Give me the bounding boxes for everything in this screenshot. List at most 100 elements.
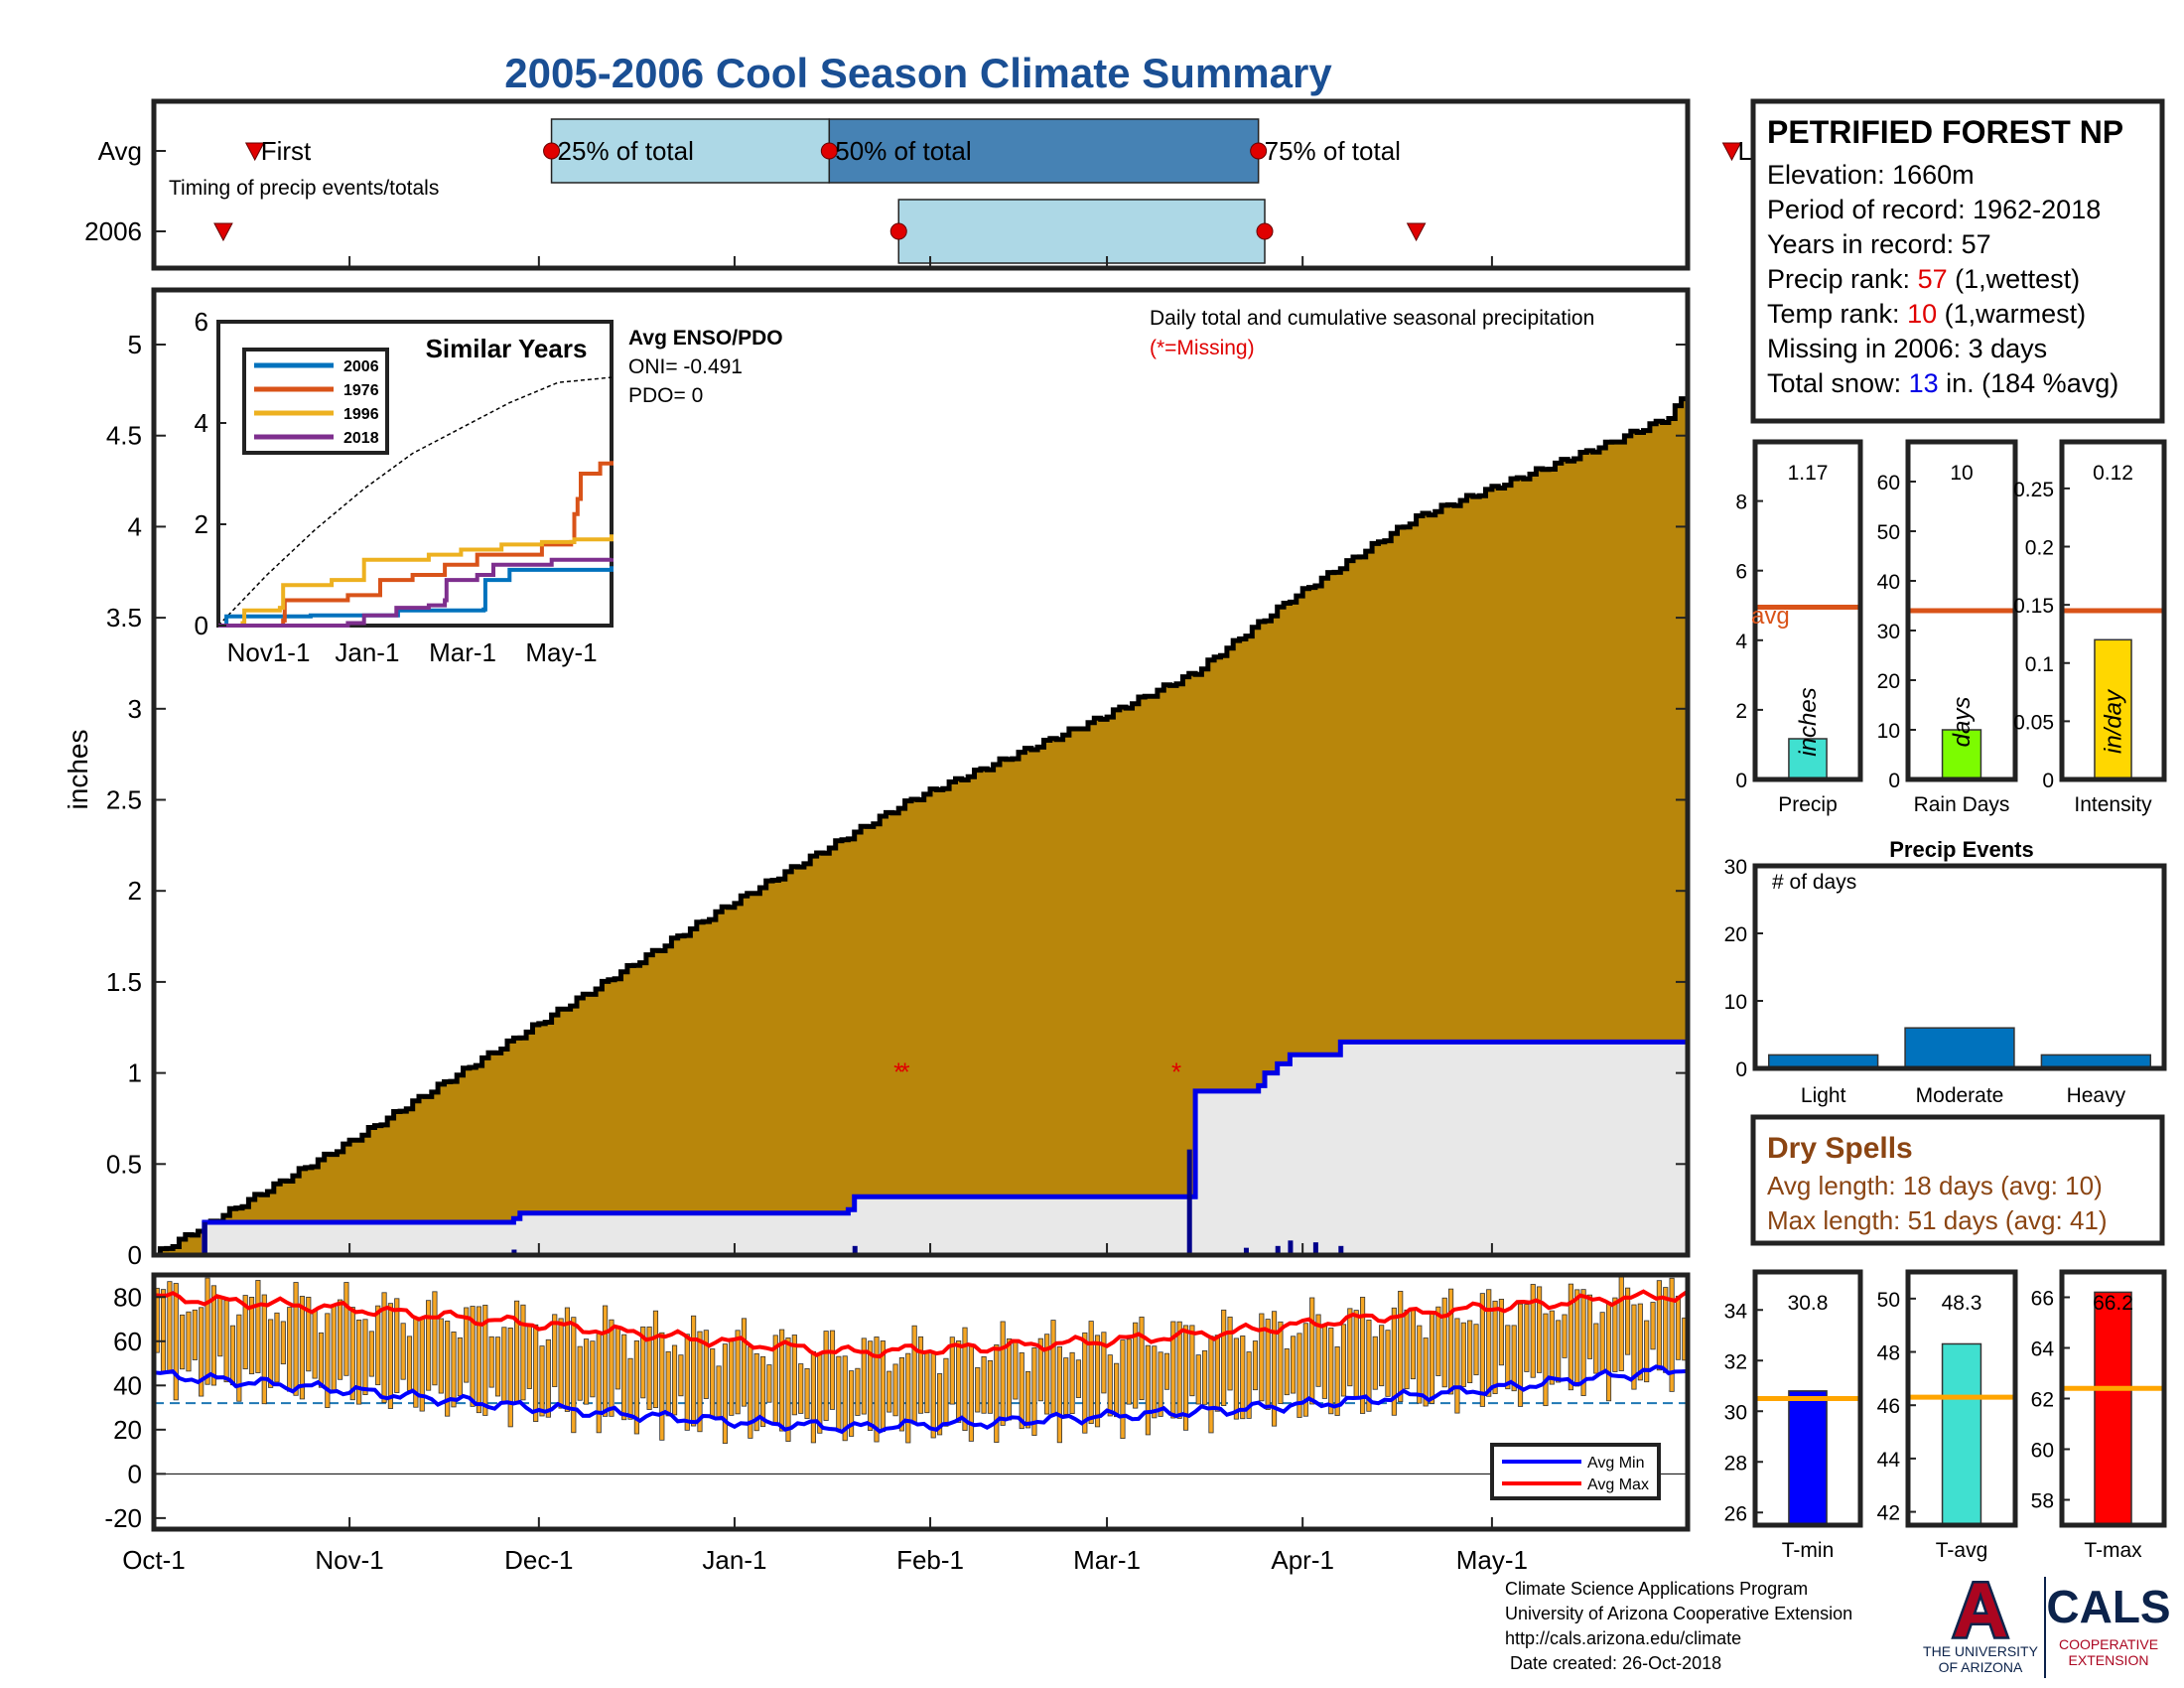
- daily-temp-bar: [1315, 1314, 1321, 1387]
- main-ytick-label: 3: [128, 694, 142, 724]
- daily-temp-bar: [1202, 1349, 1208, 1405]
- daily-temp-bar: [299, 1296, 305, 1400]
- precip-ytick-label: 2: [1735, 700, 1747, 723]
- daily-temp-bar: [1353, 1310, 1359, 1399]
- avg-last-marker: [1721, 142, 1742, 162]
- date-xtick-label: Dec-1: [504, 1545, 573, 1575]
- daily-temp-bar: [1656, 1280, 1662, 1371]
- daily-temp-bar: [1271, 1311, 1278, 1427]
- daily-temp-bar: [1517, 1303, 1524, 1407]
- rain_days-ytick-label: 20: [1877, 670, 1900, 693]
- temp-ytick-label: 60: [113, 1327, 142, 1356]
- season-25-marker: [889, 222, 907, 240]
- daily-temp-bar: [1069, 1351, 1075, 1415]
- daily-temp-bar: [665, 1350, 671, 1417]
- daily-temp-bar: [596, 1332, 602, 1434]
- timing-row-label: 2006: [84, 216, 142, 246]
- station-precip-rank: Precip rank: 57 (1,wettest): [1767, 264, 2080, 294]
- daily-temp-bar: [697, 1331, 703, 1433]
- station-elevation: Elevation: 1660m: [1767, 160, 1975, 190]
- daily-temp-bar: [855, 1367, 861, 1416]
- daily-temp-bar: [652, 1310, 659, 1409]
- tmax-ytick-label: 58: [2031, 1490, 2054, 1513]
- season-first-marker: [213, 222, 233, 242]
- tmax-bar: [2094, 1291, 2132, 1526]
- daily-temp-bar: [160, 1289, 167, 1373]
- legend-avg-min-label: Avg Min: [1587, 1455, 1645, 1472]
- tmin-ytick-label: 28: [1724, 1452, 1747, 1475]
- daily-temp-bar: [180, 1314, 186, 1370]
- daily-temp-bar: [236, 1314, 242, 1402]
- daily-temp-bar: [248, 1297, 255, 1375]
- daily-temp-bar: [1088, 1321, 1094, 1425]
- main-ytick-label: 1.5: [106, 967, 142, 997]
- daily-temp-bar: [898, 1356, 905, 1432]
- inset-ytick-label: 4: [195, 408, 208, 438]
- daily-temp-bar: [476, 1306, 482, 1414]
- daily-temp-bar: [1417, 1325, 1423, 1404]
- daily-temp-bar: [1246, 1351, 1252, 1419]
- daily-temp-bar: [520, 1304, 526, 1401]
- main-ytick-label: 1: [128, 1058, 142, 1088]
- daily-temp-bar: [1214, 1335, 1220, 1412]
- avg-first-marker: [244, 142, 265, 162]
- avg-marker-label: 50% of total: [835, 136, 971, 166]
- missing-day-marker: *: [1171, 1057, 1181, 1087]
- main-ytick-label: 4: [128, 511, 142, 541]
- daily-temp-bar: [1347, 1308, 1353, 1387]
- daily-temp-bar: [1126, 1338, 1132, 1405]
- tmax-xlabel: T-max: [2084, 1539, 2142, 1562]
- intensity-ytick-label: 0.1: [2025, 653, 2054, 676]
- daily-temp-bar: [337, 1299, 343, 1380]
- daily-temp-bar: [1593, 1323, 1599, 1374]
- missing-day-marker: *: [893, 1057, 903, 1087]
- daily-precip-bar: [1186, 1149, 1192, 1255]
- tavg-frame: [1905, 1269, 2018, 1528]
- tavg-ytick-label: 42: [1877, 1502, 1900, 1525]
- daily-temp-bar: [1675, 1295, 1682, 1360]
- daily-temp-bar: [186, 1311, 192, 1372]
- daily-temp-bar: [1574, 1289, 1580, 1387]
- main-ytick-label: 2: [128, 876, 142, 906]
- daily-temp-bar: [1037, 1337, 1043, 1402]
- daily-temp-bar: [1050, 1320, 1056, 1416]
- daily-temp-bar: [1006, 1337, 1013, 1421]
- daily-temp-bar: [470, 1306, 476, 1407]
- daily-temp-bar: [1511, 1325, 1517, 1392]
- daily-temp-bar: [293, 1282, 299, 1396]
- daily-temp-bar: [1359, 1297, 1366, 1414]
- daily-precip-bar: [1338, 1245, 1344, 1255]
- dry-spells-box: Dry Spells Avg length: 18 days (avg: 10)…: [1750, 1114, 2165, 1246]
- daily-temp-bar: [1492, 1300, 1498, 1394]
- daily-temp-bar: [1208, 1336, 1214, 1434]
- rain_days-value-label: 10: [1950, 462, 1973, 485]
- footer-credits: Climate Science Applications Program Uni…: [1505, 1579, 1852, 1673]
- tmin-frame: [1752, 1269, 1863, 1528]
- daily-temp-bar: [1366, 1320, 1372, 1412]
- daily-temp-bar: [759, 1355, 766, 1428]
- daily-temp-bar: [482, 1305, 488, 1416]
- daily-temp-bar: [936, 1373, 943, 1436]
- events-ytick-label: 10: [1724, 991, 1747, 1014]
- daily-temp-bar: [438, 1318, 444, 1394]
- daily-temp-bar: [457, 1336, 463, 1397]
- daily-temp-bar: [962, 1327, 968, 1432]
- tavg-ytick-label: 44: [1877, 1449, 1901, 1472]
- daily-temp-bar: [930, 1351, 936, 1439]
- temp-legend-box: [1490, 1443, 1661, 1500]
- daily-temp-bar: [1543, 1313, 1549, 1407]
- daily-temp-bar: [798, 1363, 804, 1414]
- daily-temp-bar: [943, 1357, 949, 1427]
- daily-temp-bar: [874, 1336, 880, 1443]
- daily-temp-bar: [451, 1332, 457, 1408]
- daily-temp-bar: [255, 1280, 261, 1373]
- main-ytick-label: 0.5: [106, 1149, 142, 1179]
- daily-temp-bar: [464, 1307, 470, 1383]
- dry-spells-max: Max length: 51 days (avg: 41): [1767, 1205, 2108, 1235]
- events-ylabel: # of days: [1772, 871, 1856, 894]
- daily-temp-bar: [1625, 1287, 1631, 1355]
- inset-ytick-label: 2: [195, 509, 208, 539]
- daily-temp-bar: [1240, 1336, 1246, 1420]
- temp-ytick-label: 0: [128, 1459, 142, 1488]
- avg-percent-marker: [1250, 142, 1268, 160]
